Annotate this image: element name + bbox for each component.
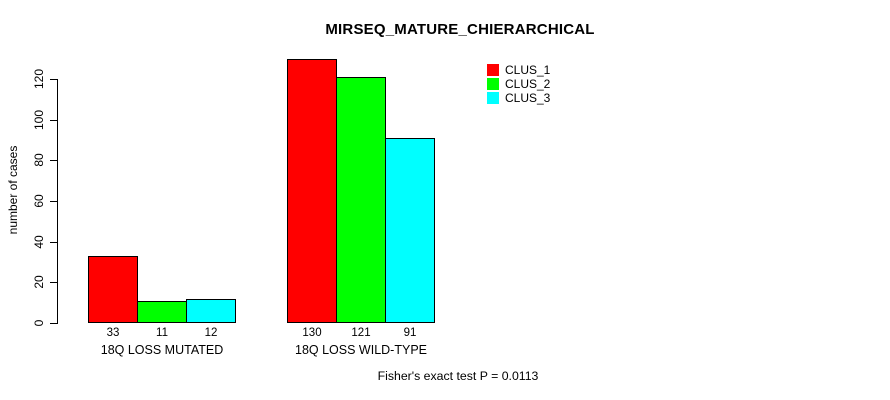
y-tick-mark bbox=[50, 242, 57, 243]
y-tick-mark bbox=[50, 282, 57, 283]
legend-label: CLUS_2 bbox=[505, 77, 551, 91]
bar-clus_1-1 bbox=[88, 256, 138, 323]
bar-clus_3-2 bbox=[385, 138, 435, 323]
bar-clus_3-1 bbox=[186, 299, 236, 323]
y-tick-label: 120 bbox=[32, 68, 46, 90]
bar-value-label: 121 bbox=[351, 327, 371, 339]
legend-item-clus_2: CLUS_2 bbox=[487, 77, 550, 91]
bar-clus_2-2 bbox=[336, 77, 386, 323]
legend-swatch-icon bbox=[487, 92, 499, 104]
bar-value-label: 91 bbox=[403, 327, 417, 339]
bar-value-label: 33 bbox=[106, 327, 120, 339]
category-label: 18Q LOSS WILD-TYPE bbox=[295, 343, 427, 357]
legend-item-clus_1: CLUS_1 bbox=[487, 63, 550, 77]
y-axis-line bbox=[57, 79, 58, 324]
annotation-text: Fisher's exact test P = 0.0113 bbox=[377, 369, 539, 383]
y-tick-mark bbox=[50, 201, 57, 202]
bar-clus_2-1 bbox=[137, 301, 187, 323]
bar-clus_1-2 bbox=[287, 59, 337, 323]
y-tick-label: 20 bbox=[32, 275, 46, 289]
y-tick-label: 60 bbox=[32, 194, 46, 208]
y-tick-mark bbox=[50, 160, 57, 161]
y-tick-mark bbox=[50, 120, 57, 121]
y-tick-label: 0 bbox=[32, 319, 46, 327]
chart-title: MIRSEQ_MATURE_CHIERARCHICAL bbox=[325, 21, 595, 38]
legend: CLUS_1 CLUS_2 CLUS_3 bbox=[487, 63, 550, 105]
bar-value-label: 130 bbox=[302, 327, 322, 339]
legend-swatch-icon bbox=[487, 64, 499, 76]
legend-label: CLUS_3 bbox=[505, 91, 551, 105]
category-label: 18Q LOSS MUTATED bbox=[100, 343, 224, 357]
legend-label: CLUS_1 bbox=[505, 63, 551, 77]
y-tick-mark bbox=[50, 79, 57, 80]
legend-swatch-icon bbox=[487, 78, 499, 90]
y-tick-label: 40 bbox=[32, 235, 46, 249]
y-tick-label: 100 bbox=[32, 109, 46, 131]
bar-value-label: 12 bbox=[204, 327, 218, 339]
bar-value-label: 11 bbox=[156, 327, 168, 339]
y-tick-label: 80 bbox=[32, 153, 46, 167]
y-tick-mark bbox=[50, 323, 57, 324]
legend-item-clus_3: CLUS_3 bbox=[487, 91, 550, 105]
